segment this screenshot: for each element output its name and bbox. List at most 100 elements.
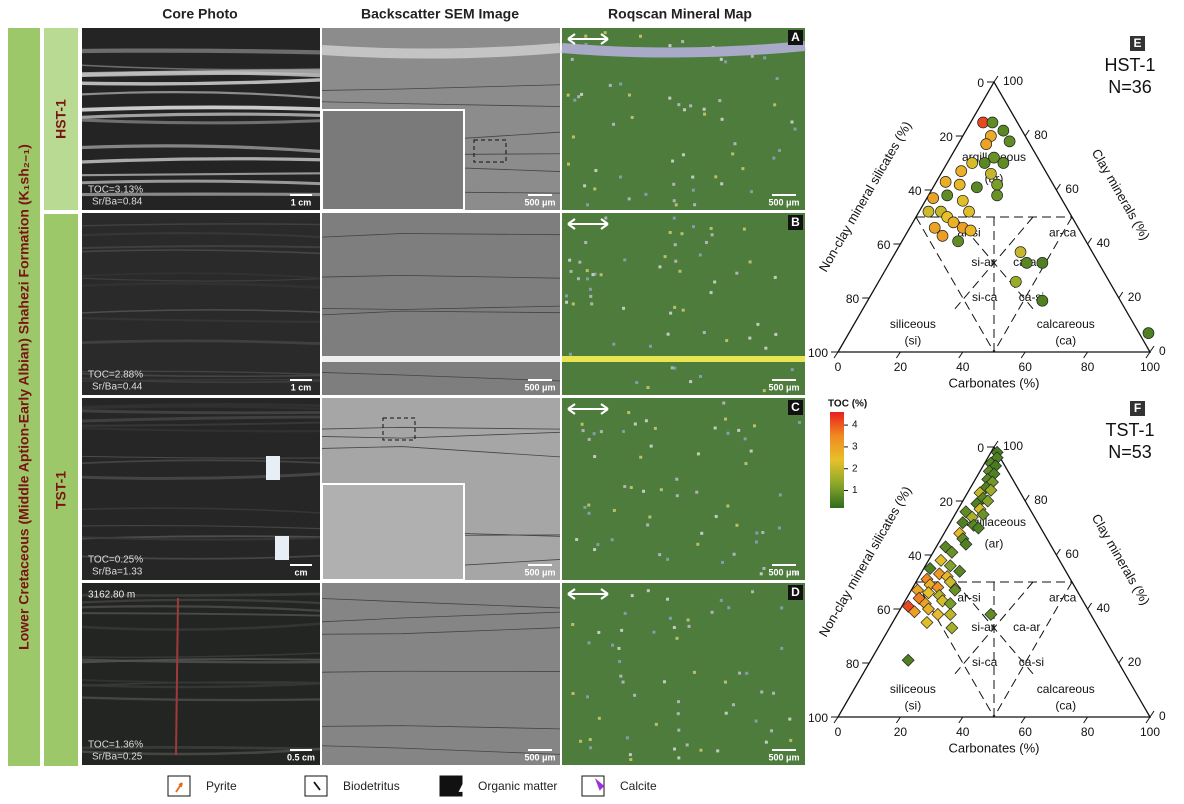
map-speckle [584, 35, 587, 38]
map-speckle [588, 512, 591, 515]
right-tick-label: 100 [1003, 439, 1023, 453]
left-tick-label: 0 [977, 441, 984, 455]
sem-image [322, 213, 560, 395]
map-speckle [755, 720, 758, 723]
map-speckle [669, 312, 672, 315]
map-speckle [693, 203, 696, 206]
map-speckle [613, 509, 616, 512]
map-speckle [744, 462, 747, 465]
map-speckle [647, 386, 650, 389]
map-speckle [631, 594, 634, 597]
data-point [967, 158, 978, 169]
map-speckle [751, 590, 754, 593]
map-speckle [575, 538, 578, 541]
left-tick-label: 40 [908, 184, 922, 198]
map-speckle [586, 695, 589, 698]
map-speckle [629, 753, 632, 756]
map-speckle [586, 269, 589, 272]
map-speckle [714, 175, 717, 178]
right-tick-label: 80 [1034, 493, 1048, 507]
map-speckle [725, 339, 728, 342]
mineral-map [562, 398, 805, 580]
left-tick-label: 20 [939, 130, 953, 144]
map-speckle [668, 44, 671, 47]
map-speckle [675, 478, 678, 481]
data-point [992, 190, 1003, 201]
panel-letter: D [791, 585, 800, 599]
map-speckle [568, 259, 571, 262]
data-point [1143, 328, 1154, 339]
map-speckle [751, 55, 754, 58]
data-point [1015, 247, 1026, 258]
map-speckle [673, 626, 676, 629]
map-speckle [622, 430, 625, 433]
map-speckle [565, 294, 568, 297]
map-speckle [790, 121, 793, 124]
map-speckle [604, 31, 607, 34]
map-speckle [794, 128, 797, 131]
map-speckle [612, 343, 615, 346]
sem-scale-label: 500 μm [524, 567, 555, 577]
map-speckle [580, 93, 583, 96]
data-point [937, 230, 948, 241]
map-speckle [639, 456, 642, 459]
map-speckle [648, 516, 651, 519]
map-speckle [618, 660, 621, 663]
colorbar-title: TOC (%) [828, 399, 867, 410]
map-speckle [732, 703, 735, 706]
map-speckle [745, 672, 748, 675]
map-speckle [689, 104, 692, 107]
map-speckle [658, 553, 661, 556]
data-point [942, 190, 953, 201]
map-speckle [583, 506, 586, 509]
map-speckle [700, 532, 703, 535]
map-speckle [604, 217, 607, 220]
map-speckle [765, 741, 768, 744]
axis-title: Carbonates (%) [948, 740, 1039, 755]
data-point [928, 193, 939, 204]
map-speckle [691, 176, 694, 179]
region-label: ca-ar [1013, 620, 1040, 634]
map-speckle [598, 717, 601, 720]
map-speckle [633, 694, 636, 697]
map-speckle [647, 589, 650, 592]
map-speckle [693, 671, 696, 674]
map-speckle [619, 675, 622, 678]
sem-scale-label: 500 μm [524, 197, 555, 207]
map-speckle [622, 681, 625, 684]
chart-title: HST-1 [1104, 55, 1155, 75]
left-tick-label: 100 [808, 346, 828, 360]
data-point [953, 236, 964, 247]
bottom-tick-label: 20 [894, 725, 908, 739]
core-tag [275, 536, 289, 560]
map-speckle [724, 418, 727, 421]
region-label: siliceous [890, 682, 936, 696]
panel-letter: B [791, 215, 800, 229]
map-speckle [720, 599, 723, 602]
core-scale-label: cm [294, 567, 307, 577]
map-speckle [589, 746, 592, 749]
core-lamina [82, 72, 320, 75]
toc-label: TOC=2.88% [88, 370, 143, 381]
map-speckle [692, 189, 695, 192]
data-point [1037, 295, 1048, 306]
data-point [954, 179, 965, 190]
map-speckle [756, 323, 759, 326]
map-speckle [669, 617, 672, 620]
right-tick-label: 20 [1128, 655, 1142, 669]
map-speckle [660, 488, 663, 491]
region-label: si-ar [971, 620, 994, 634]
region-label: ar-ca [1049, 590, 1077, 604]
map-speckle [695, 491, 698, 494]
map-speckle [673, 748, 676, 751]
map-speckle [586, 277, 589, 280]
map-speckle [673, 217, 676, 220]
map-speckle [645, 419, 648, 422]
region-label: siliceous [890, 317, 936, 331]
unit-label: TST-1 [53, 471, 69, 509]
right-tick-label: 40 [1097, 601, 1111, 615]
map-speckle [649, 345, 652, 348]
map-speckle [772, 157, 775, 160]
map-speckle [778, 526, 781, 529]
map-speckle [671, 160, 674, 163]
